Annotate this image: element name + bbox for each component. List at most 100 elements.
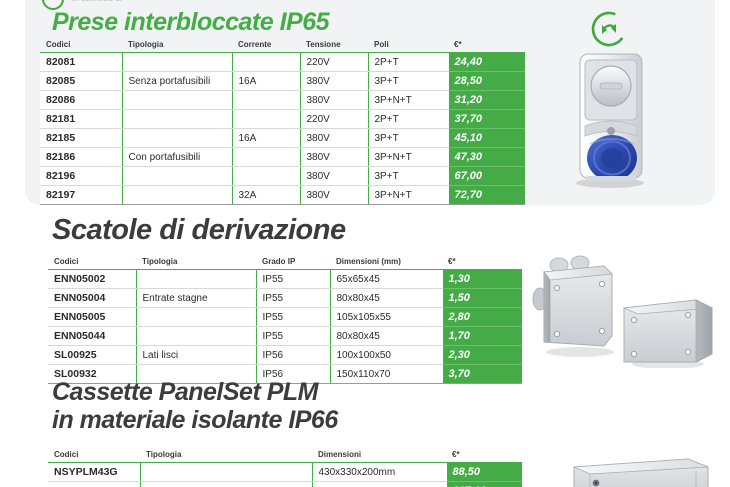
cell-codice: 82196 xyxy=(40,166,122,186)
col-header-prezzo: €* xyxy=(448,38,525,53)
cell-codice: 82081 xyxy=(40,52,122,72)
cell-corrente xyxy=(231,90,300,110)
cell-grado-ip: IP56 xyxy=(255,364,330,384)
cell-corrente xyxy=(231,147,300,167)
cell-prezzo: 1,70 xyxy=(441,326,522,346)
cell-prezzo: 1,50 xyxy=(441,288,522,308)
col-header-corrente: Corrente xyxy=(232,38,300,53)
junction-boxes-image xyxy=(528,250,728,369)
cell-prezzo: 31,20 xyxy=(447,90,525,110)
cell-grado-ip: IP55 xyxy=(255,269,330,289)
table-row: 82181 220V 2P+T 37,70 xyxy=(40,109,525,129)
cell-tensione: 220V xyxy=(299,109,368,129)
col-header-codici: Codici xyxy=(48,255,136,270)
cell-codice: NSYPLM54G xyxy=(48,481,140,487)
cell-tipologia xyxy=(135,269,256,289)
col-header-codici: Codici xyxy=(48,448,140,463)
table-row: ENN05004 Entrate stagne IP55 80x80x45 1,… xyxy=(48,288,522,308)
cell-tipologia: Lati lisci xyxy=(135,345,256,365)
cell-codice: ENN05005 xyxy=(48,307,136,327)
cell-dimensioni: 105x105x55 xyxy=(329,307,442,327)
cell-dimensioni: 65x65x45 xyxy=(329,269,442,289)
cell-prezzo: 88,50 xyxy=(445,462,522,482)
cell-tipologia xyxy=(121,109,232,129)
table-row: ENN05044 IP55 80x80x45 1,70 xyxy=(48,326,522,346)
top-strip-faint-text: in aumento al xyxy=(72,0,122,3)
cell-dimensioni: 150x110x70 xyxy=(329,364,442,384)
cell-tipologia xyxy=(139,481,312,487)
table-row: ENN05002 IP55 65x65x45 1,30 xyxy=(48,269,522,289)
cell-grado-ip: IP55 xyxy=(255,288,330,308)
table-row: SL00925 Lati lisci IP56 100x100x50 2,30 xyxy=(48,345,522,365)
cell-tipologia xyxy=(121,90,232,110)
cell-tipologia xyxy=(121,166,232,186)
col-header-poli: Poli xyxy=(368,38,448,53)
cell-prezzo: 45,10 xyxy=(447,128,525,148)
table-row: NSYPLM54G 530x430x200mm 107,10 xyxy=(48,481,522,487)
cell-tipologia xyxy=(121,185,232,205)
cell-grado-ip: IP55 xyxy=(255,326,330,346)
table-prese-interbloccate: Codici Tipologia Corrente Tensione Poli … xyxy=(40,38,525,205)
col-header-grado-ip: Grado IP xyxy=(256,255,330,270)
cell-prezzo: 3,70 xyxy=(441,364,522,384)
cell-codice: 82086 xyxy=(40,90,122,110)
cell-codice: 82197 xyxy=(40,185,122,205)
cell-tipologia xyxy=(121,52,232,72)
table-row: 82185 16A 380V 3P+T 45,10 xyxy=(40,128,525,148)
section-title-cassette: Cassette PanelSet PLM in materiale isola… xyxy=(52,378,512,434)
table-header-row: Codici Tipologia Dimensioni €* xyxy=(48,448,522,463)
cell-poli: 3P+N+T xyxy=(367,90,448,110)
cell-poli: 2P+T xyxy=(367,52,448,72)
cell-corrente: 16A xyxy=(231,128,300,148)
cell-grado-ip: IP56 xyxy=(255,345,330,365)
table-scatole-derivazione: Codici Tipologia Grado IP Dimensioni (mm… xyxy=(48,255,522,384)
cell-codice: SL00925 xyxy=(48,345,136,365)
section-title-line1: Cassette PanelSet PLM xyxy=(52,378,319,406)
table-header-row: Codici Tipologia Corrente Tensione Poli … xyxy=(40,38,525,53)
cell-corrente xyxy=(231,52,300,72)
cell-tipologia xyxy=(121,128,232,148)
cell-codice: 82186 xyxy=(40,147,122,167)
cell-codice: ENN05002 xyxy=(48,269,136,289)
col-header-tipologia: Tipologia xyxy=(136,255,256,270)
col-header-dimensioni: Dimensioni xyxy=(312,448,446,463)
cell-codice: 82085 xyxy=(40,71,122,91)
cell-poli: 3P+T xyxy=(367,128,448,148)
cell-poli: 3P+N+T xyxy=(367,185,448,205)
cell-corrente xyxy=(231,166,300,186)
cell-corrente xyxy=(231,109,300,129)
cell-tensione: 380V xyxy=(299,185,368,205)
cell-tensione: 220V xyxy=(299,52,368,72)
top-strip: in aumento al xyxy=(42,0,122,10)
cell-prezzo: 1,30 xyxy=(441,269,522,289)
cell-codice: NSYPLM43G xyxy=(48,462,140,482)
insulating-enclosure-image xyxy=(568,455,718,487)
cell-prezzo: 72,70 xyxy=(447,185,525,205)
table-row: ENN05005 IP55 105x105x55 2,80 xyxy=(48,307,522,327)
cell-tensione: 380V xyxy=(299,71,368,91)
cell-prezzo: 107,10 xyxy=(445,481,522,487)
cell-dimensioni: 530x430x200mm xyxy=(311,481,446,487)
cell-tensione: 380V xyxy=(299,90,368,110)
cell-prezzo: 2,80 xyxy=(441,307,522,327)
table-row: SL00932 IP56 150x110x70 3,70 xyxy=(48,364,522,384)
table-row: NSYPLM43G 430x330x200mm 88,50 xyxy=(48,462,522,482)
interlocked-socket-image xyxy=(560,40,652,188)
cell-dimensioni: 80x80x45 xyxy=(329,288,442,308)
cell-dimensioni: 80x80x45 xyxy=(329,326,442,346)
cell-tipologia xyxy=(135,307,256,327)
cell-prezzo: 37,70 xyxy=(447,109,525,129)
col-header-dimensioni: Dimensioni (mm) xyxy=(330,255,442,270)
cell-codice: SL00932 xyxy=(48,364,136,384)
table-row: 82086 380V 3P+N+T 31,20 xyxy=(40,90,525,110)
cell-codice: 82185 xyxy=(40,128,122,148)
cell-grado-ip: IP55 xyxy=(255,307,330,327)
cell-prezzo: 2,30 xyxy=(441,345,522,365)
cell-tipologia xyxy=(135,364,256,384)
col-header-tipologia: Tipologia xyxy=(140,448,312,463)
cell-tipologia xyxy=(139,462,312,482)
table-header-row: Codici Tipologia Grado IP Dimensioni (mm… xyxy=(48,255,522,270)
col-header-prezzo: €* xyxy=(446,448,522,463)
section-title-scatole: Scatole di derivazione xyxy=(52,214,346,246)
